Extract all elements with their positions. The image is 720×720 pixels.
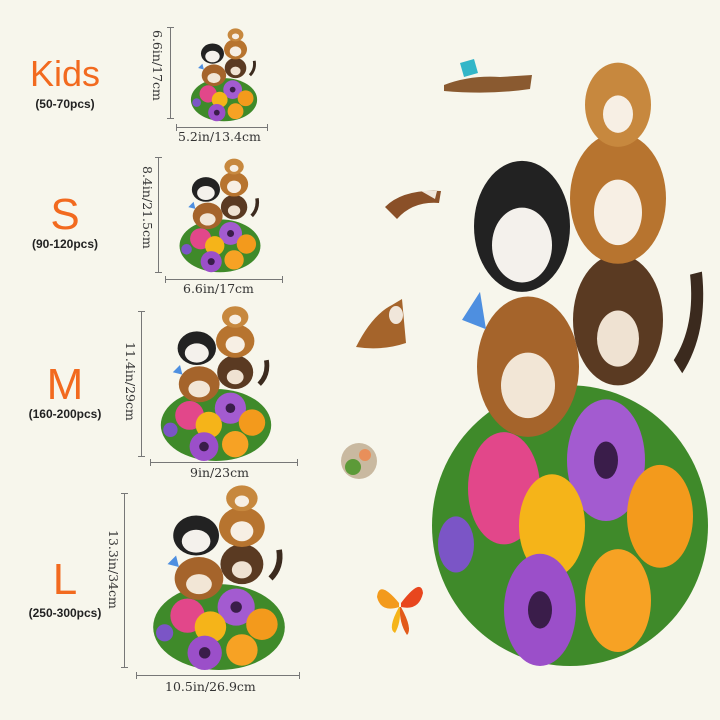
- height-label-s: 8.4in/21.5cm: [140, 166, 155, 249]
- size-label-s: S: [50, 190, 80, 239]
- height-line-l: [121, 493, 128, 668]
- loose-piece-brown: [385, 190, 441, 219]
- piece-count-kids: (50-70pcs): [35, 97, 95, 111]
- size-label-l: L: [52, 555, 78, 604]
- width-label-m: 9in/23cm: [190, 465, 249, 480]
- loose-piece-dog-butterfly: [444, 59, 532, 93]
- loose-piece-flower: [341, 443, 377, 479]
- puzzle-closeup-image: [420, 58, 720, 666]
- width-label-kids: 5.2in/13.4cm: [178, 129, 261, 144]
- piece-count-l: (250-300pcs): [28, 606, 102, 620]
- puzzle-image-m: [155, 305, 277, 461]
- size-label-kids: Kids: [29, 53, 101, 94]
- height-line-kids: [167, 27, 174, 119]
- loose-piece-cat: [356, 299, 406, 349]
- size-label-m: M: [46, 360, 84, 409]
- width-label-s: 6.6in/17cm: [183, 281, 254, 296]
- width-line-l: [136, 672, 300, 679]
- height-label-l: 13.3in/34cm: [106, 530, 121, 609]
- height-line-m: [138, 311, 145, 457]
- width-line-m: [150, 459, 298, 466]
- width-line-kids: [176, 124, 268, 131]
- height-label-m: 11.4in/29cm: [123, 342, 138, 421]
- puzzle-image-s: [176, 154, 264, 276]
- piece-count-s: (90-120pcs): [31, 237, 99, 251]
- height-label-kids: 6.6in/17cm: [150, 30, 165, 101]
- loose-piece-butterfly: [377, 586, 423, 635]
- height-line-s: [155, 157, 162, 273]
- width-line-s: [165, 276, 283, 283]
- width-label-l: 10.5in/26.9cm: [165, 679, 256, 694]
- puzzle-image-kids: [188, 27, 260, 122]
- piece-count-m: (160-200pcs): [28, 407, 102, 421]
- puzzle-image-l: [145, 484, 293, 670]
